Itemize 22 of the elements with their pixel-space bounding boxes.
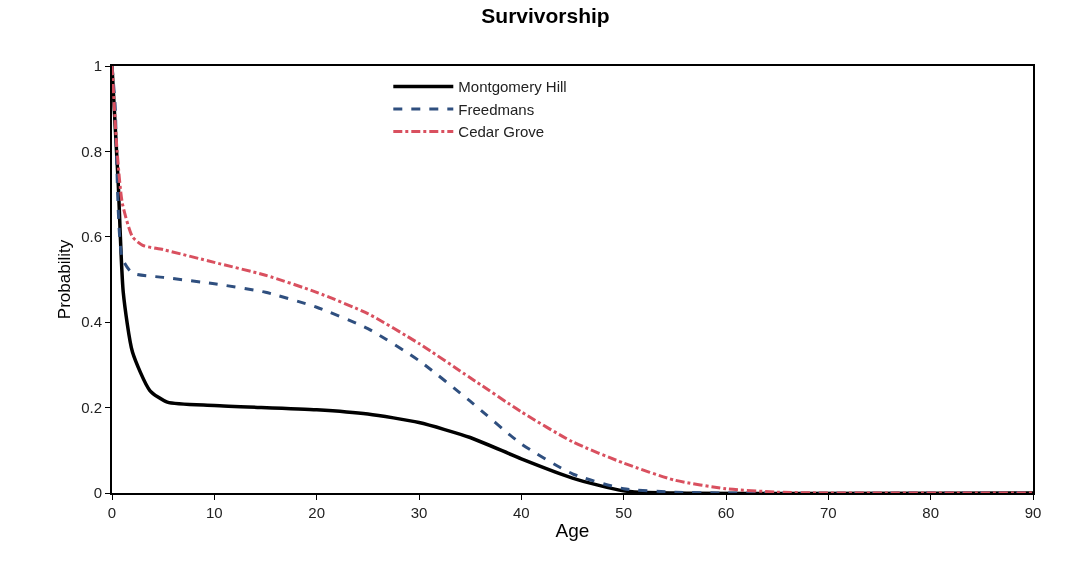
x-tick-label: 70 — [819, 504, 837, 521]
x-tick-label: 30 — [410, 504, 428, 521]
y-tick-label: 0.4 — [81, 313, 102, 331]
x-tick-label: 40 — [512, 504, 530, 521]
x-tick-label: 50 — [615, 504, 633, 521]
x-tick-label: 0 — [107, 504, 117, 521]
x-tick-label: 60 — [717, 504, 735, 521]
legend-label: Cedar Grove — [458, 123, 545, 141]
x-tick-label: 10 — [205, 504, 223, 521]
legend-label: Freedmans — [458, 100, 535, 118]
y-axis-title: Probability — [55, 239, 75, 320]
x-tick-label: 80 — [922, 504, 940, 521]
x-tick-label: 90 — [1024, 504, 1042, 521]
y-tick-label: 0.6 — [81, 228, 102, 246]
y-tick-label: 0.2 — [81, 398, 102, 416]
y-tick-label: 0 — [93, 484, 102, 502]
legend-label: Montgomery Hill — [458, 78, 567, 96]
y-tick-label: 1 — [93, 57, 102, 75]
x-axis-title: Age — [555, 520, 590, 542]
x-tick-label: 20 — [308, 504, 326, 521]
y-tick-label: 0.8 — [81, 142, 102, 160]
chart-title: Survivorship — [481, 4, 610, 28]
